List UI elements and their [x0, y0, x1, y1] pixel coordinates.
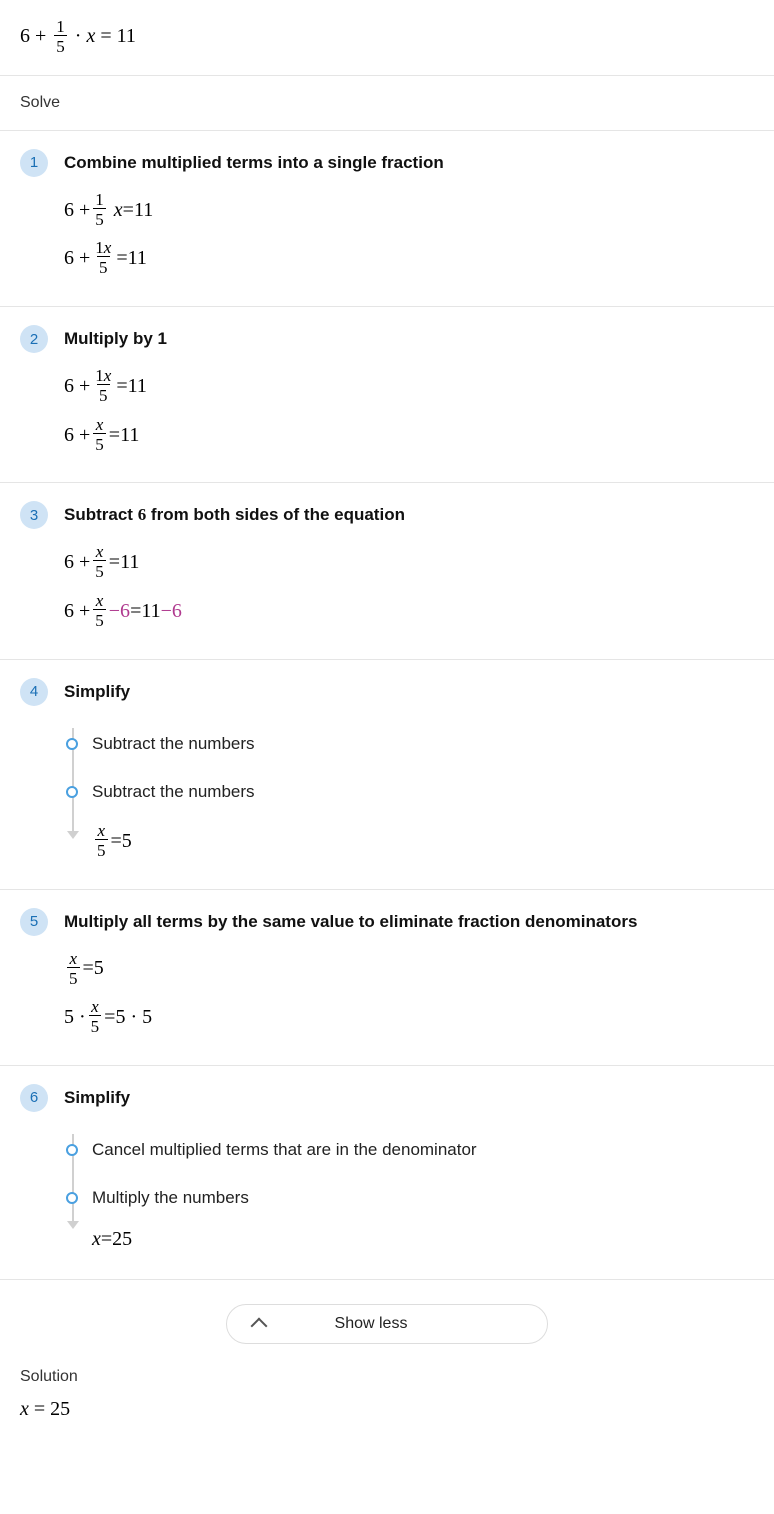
step-5: 5 Multiply all terms by the same value t…	[0, 889, 774, 1065]
step-title: Combine multiplied terms into a single f…	[64, 153, 444, 173]
step-2: 2 Multiply by 1 6 + 1x5 = 11 6 + x5 = 11	[0, 306, 774, 482]
problem-equation: 6 + 15 · x = 11	[0, 0, 774, 76]
substep-arrow-icon	[67, 1221, 79, 1229]
equation-line: 6 + 1x5 = 11	[64, 239, 754, 278]
step-title: Simplify	[64, 1088, 130, 1108]
step-3: 3 Subtract 6 from both sides of the equa…	[0, 482, 774, 658]
step-number-badge: 6	[20, 1084, 48, 1112]
equation-line: 5 · x5 = 5 · 5	[64, 998, 754, 1037]
step-number-badge: 5	[20, 908, 48, 936]
step-4: 4 Simplify Subtract the numbers Subtract…	[0, 659, 774, 889]
step-title: Subtract 6 from both sides of the equati…	[64, 505, 405, 525]
substep-bullet-icon	[66, 738, 78, 750]
step-number-badge: 2	[20, 325, 48, 353]
substep-bullet-icon	[66, 1192, 78, 1204]
equation-line: 6 + x5 −6 = 11−6	[64, 592, 754, 631]
equation-line: 6 + x5 = 11	[64, 416, 754, 455]
equation-line: 6 + 15 x = 11	[64, 191, 754, 230]
equation-line: 6 + x5 = 11	[64, 543, 754, 582]
step-number-badge: 4	[20, 678, 48, 706]
show-less-button[interactable]: Show less	[226, 1304, 549, 1344]
substep-bullet-icon	[66, 1144, 78, 1156]
solve-label: Solve	[0, 76, 774, 130]
substep-arrow-icon	[67, 831, 79, 839]
equation-line: x = 25	[92, 1228, 754, 1251]
substep-bullet-icon	[66, 786, 78, 798]
step-1: 1 Combine multiplied terms into a single…	[0, 130, 774, 306]
substep-item[interactable]: Cancel multiplied terms that are in the …	[64, 1126, 754, 1174]
step-number-badge: 3	[20, 501, 48, 529]
solution-label: Solution	[20, 1368, 754, 1398]
step-number-badge: 1	[20, 149, 48, 177]
equation-line: 6 + 1x5 = 11	[64, 367, 754, 406]
equation-line: x5 = 5	[64, 950, 754, 989]
step-6: 6 Simplify Cancel multiplied terms that …	[0, 1065, 774, 1279]
equation-line: x5 = 5	[92, 822, 754, 861]
step-title: Multiply all terms by the same value to …	[64, 912, 637, 932]
chevron-up-icon	[250, 1317, 267, 1334]
substep-item[interactable]: Subtract the numbers	[64, 768, 754, 816]
substep-item[interactable]: Subtract the numbers	[64, 720, 754, 768]
step-title: Simplify	[64, 682, 130, 702]
solution-equation: x = 25	[20, 1398, 754, 1421]
substep-item[interactable]: Multiply the numbers	[64, 1174, 754, 1222]
step-title: Multiply by 1	[64, 329, 167, 349]
